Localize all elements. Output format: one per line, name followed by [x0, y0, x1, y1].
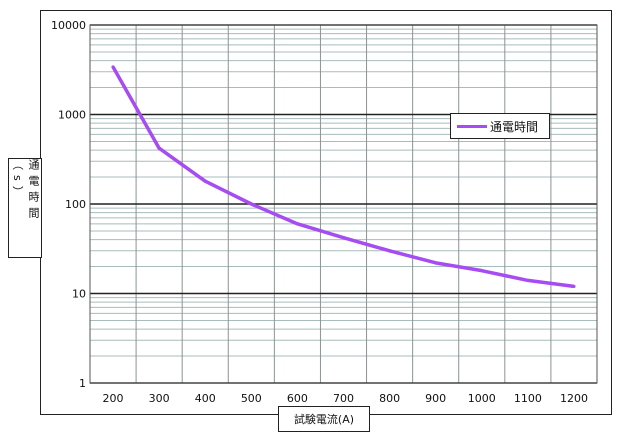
- x-tick-label: 700: [333, 392, 354, 405]
- x-tick-label: 400: [195, 392, 216, 405]
- y-tick-label: 1000: [58, 109, 86, 122]
- x-tick-label: 200: [103, 392, 124, 405]
- data-point: [157, 146, 161, 150]
- y-axis-label: 通電時間（s）: [11, 159, 40, 223]
- x-tick-label: 500: [241, 392, 262, 405]
- y-tick-label: 10000: [51, 19, 86, 32]
- x-tick-label: 300: [149, 392, 170, 405]
- x-tick-label: 1200: [560, 392, 588, 405]
- data-point: [295, 222, 300, 226]
- y-tick-label: 1: [79, 377, 86, 390]
- legend-swatch: [457, 124, 487, 128]
- x-tick-label: 900: [425, 392, 446, 405]
- data-point: [480, 269, 484, 273]
- data-point: [434, 261, 438, 265]
- x-tick-label: 800: [379, 392, 400, 405]
- x-axis-label-box: 試験電流(A): [278, 406, 370, 432]
- data-point: [341, 236, 346, 240]
- data-point: [526, 278, 530, 283]
- y-tick-label: 100: [65, 198, 86, 211]
- y-tick-label: 10: [72, 288, 86, 301]
- plot-border: [89, 24, 598, 384]
- x-tick-label: 1000: [468, 392, 496, 405]
- data-point: [111, 65, 115, 69]
- legend: 通電時間: [450, 113, 550, 139]
- data-point: [249, 202, 253, 206]
- data-point: [203, 179, 207, 183]
- x-tick-label: 1100: [514, 392, 542, 405]
- legend-label: 通電時間: [490, 119, 539, 134]
- x-tick-label: 600: [287, 392, 308, 405]
- data-point: [572, 284, 576, 289]
- data-point: [387, 249, 392, 253]
- y-axis-label-box: 通電時間（s）: [8, 158, 42, 258]
- x-axis-label: 試験電流(A): [293, 413, 355, 426]
